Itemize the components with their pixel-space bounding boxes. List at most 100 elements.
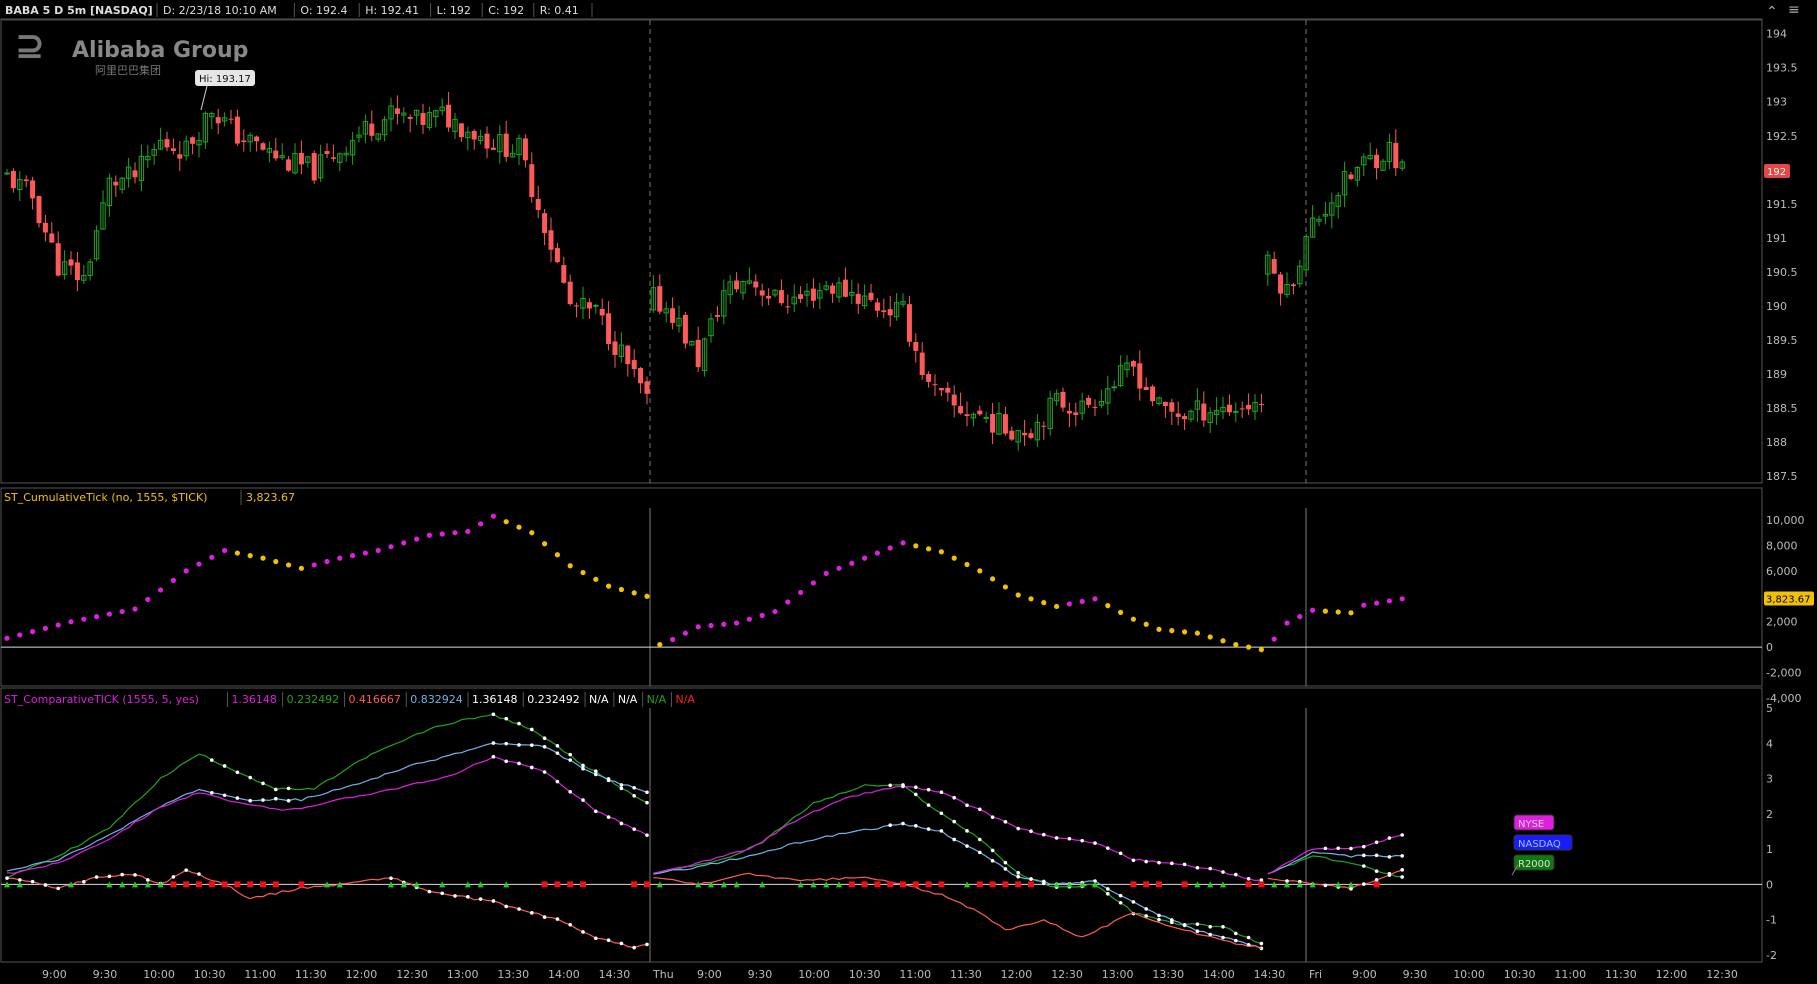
- comp-dot: [645, 942, 649, 947]
- candle-body: [100, 202, 106, 230]
- tick-dot: [1246, 644, 1252, 650]
- tick-dot: [721, 621, 727, 627]
- comp-dot: [606, 815, 611, 819]
- red-square-marker: [644, 881, 650, 888]
- comp-dot: [235, 796, 240, 800]
- tick-axis-label-2: 6,000: [1766, 565, 1798, 578]
- candle-body: [1169, 402, 1175, 412]
- comp-dot: [594, 809, 598, 814]
- comp-dot: [504, 716, 509, 721]
- comp-dot: [1054, 836, 1059, 840]
- candle-body: [273, 150, 279, 159]
- comp-dot: [978, 850, 982, 855]
- green-triangle-marker: [144, 881, 151, 888]
- tick-dot: [4, 635, 10, 641]
- series-red-seg-1: [653, 872, 1262, 950]
- comp-dot: [491, 741, 496, 745]
- comp-dot: [1387, 836, 1392, 840]
- tick-dot: [1130, 616, 1136, 622]
- green-triangle-marker: [964, 881, 970, 888]
- menu-icon: ≡: [1788, 2, 1800, 18]
- comp-dot: [43, 883, 48, 887]
- candle-body: [254, 136, 260, 142]
- green-triangle-marker: [1220, 881, 1226, 888]
- comp-dot: [274, 796, 278, 801]
- candle-body: [1111, 386, 1117, 389]
- comp-dot: [568, 752, 572, 757]
- red-square-marker: [554, 881, 561, 888]
- candle-body: [727, 281, 733, 296]
- candle-body: [874, 302, 880, 311]
- tick-dot: [516, 524, 522, 530]
- candle-body: [906, 304, 912, 342]
- red-square-marker: [1015, 881, 1022, 888]
- comp-dot: [1144, 914, 1148, 918]
- candle-body: [74, 262, 80, 281]
- tick-dot: [759, 612, 765, 618]
- candle-body: [1137, 363, 1143, 389]
- green-triangle-marker: [119, 881, 126, 888]
- candle-body: [1290, 284, 1296, 287]
- tick-dot: [913, 543, 919, 549]
- tick-dot: [1169, 628, 1175, 634]
- x-axis-label-31: 11:30: [1605, 968, 1637, 981]
- green-triangle-marker: [477, 881, 484, 888]
- candle-body: [574, 305, 580, 307]
- comp-dot: [504, 741, 509, 746]
- candle-body: [458, 123, 464, 138]
- comp-value-1: 0.232492: [287, 693, 340, 706]
- candle-body: [996, 413, 1002, 435]
- comp-dot: [1259, 941, 1264, 946]
- green-triangle-marker: [720, 881, 727, 888]
- tick-dot: [734, 620, 740, 626]
- comp-dot: [1208, 924, 1212, 929]
- candle-body: [81, 274, 87, 281]
- candle-body: [471, 130, 477, 140]
- candle-body: [55, 243, 61, 276]
- green-triangle-marker: [656, 881, 663, 888]
- panel-frame-2: [0, 487, 1763, 687]
- candle-body: [663, 308, 669, 314]
- candle-body: [1386, 142, 1393, 162]
- comp-dot: [1157, 860, 1161, 865]
- comp-dot: [1131, 900, 1136, 904]
- comp-value-5: 0.232492: [527, 693, 580, 706]
- candle-body: [1124, 362, 1130, 371]
- comp-dot: [1285, 879, 1289, 883]
- x-axis-label-30: 11:00: [1554, 968, 1586, 981]
- comp-dot: [1067, 836, 1072, 841]
- red-square-marker: [1143, 881, 1150, 888]
- red-square-marker: [208, 881, 215, 888]
- comp-dot: [581, 798, 585, 802]
- candle-body: [945, 387, 951, 393]
- comp-dot: [619, 786, 624, 791]
- comp-dot: [1374, 869, 1379, 873]
- candle-body: [868, 292, 874, 300]
- candle-body: [317, 154, 324, 179]
- candle-body: [785, 306, 791, 308]
- comp-dot: [1400, 875, 1404, 879]
- tick-axis-label-4: 2,000: [1766, 616, 1798, 629]
- candle-body: [42, 222, 48, 233]
- candle-body: [356, 134, 362, 138]
- comp-dot: [1259, 878, 1264, 882]
- candle-body: [465, 131, 471, 139]
- series-nyse-seg-0: [6, 756, 648, 874]
- comp-dot: [517, 743, 521, 747]
- comp-dot: [530, 765, 534, 770]
- candle-body: [977, 410, 983, 415]
- candle-body: [36, 196, 42, 224]
- comp-dot: [555, 917, 560, 921]
- candle-body: [221, 117, 228, 122]
- comp-dot: [504, 759, 509, 764]
- green-triangle-marker: [324, 881, 330, 888]
- green-triangle-marker: [1194, 881, 1201, 888]
- candle-body: [119, 177, 125, 190]
- comp-dot: [594, 769, 598, 773]
- candle-body: [1060, 391, 1066, 408]
- comp-dot: [248, 798, 252, 803]
- candle-body: [1182, 416, 1188, 420]
- candle-body: [1009, 430, 1015, 440]
- candle-body: [535, 198, 541, 211]
- green-triangle-marker: [797, 881, 804, 888]
